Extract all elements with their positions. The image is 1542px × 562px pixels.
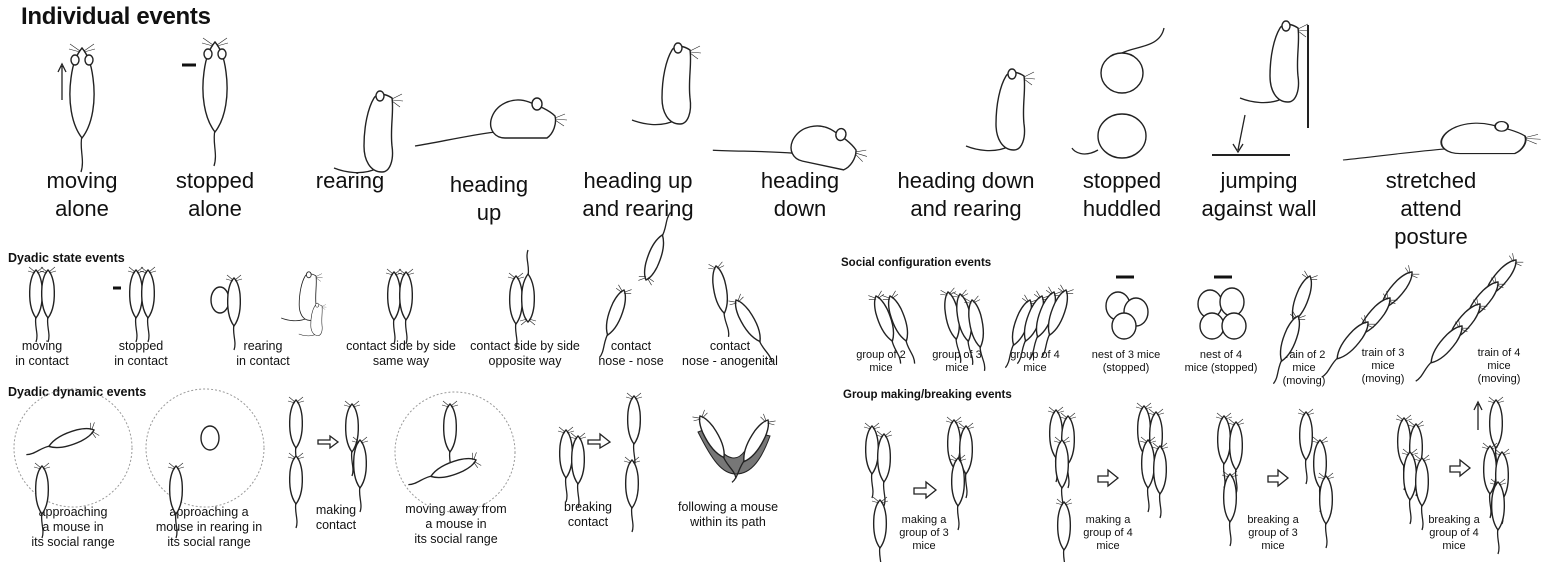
label-heading-down: heading down <box>760 168 840 221</box>
label-train-of-3: train of 3 mice (moving) <box>1361 347 1405 385</box>
label-breaking-group-of-3: breaking a group of 3 mice <box>1247 514 1299 552</box>
label-stopped-huddled: stopped huddled <box>1082 168 1162 221</box>
label-moving-alone: moving alone <box>46 168 118 221</box>
label-following-mouse: following a mouse within its path <box>677 500 779 529</box>
label-rearing-in-contact: rearing in contact <box>236 339 290 368</box>
label-stopped-alone: stopped alone <box>175 168 255 221</box>
social-configuration-events-title: Social configuration events <box>841 257 992 269</box>
label-approaching-mouse: approaching a mouse in its social range <box>31 505 115 549</box>
dyadic-dynamic-events-title: Dyadic dynamic events <box>8 385 147 399</box>
group-making-breaking-events-title: Group making/breaking events <box>843 389 1012 401</box>
label-heading-down-and-rearing: heading down and rearing <box>897 168 1035 221</box>
label-train-of-2: train of 2 mice (moving) <box>1282 349 1326 387</box>
label-group-of-4: group of 4 mice <box>1010 349 1060 374</box>
label-moving-away: moving away from a mouse in its social r… <box>405 502 507 546</box>
label-making-contact: making contact <box>315 503 357 532</box>
label-stretched-attend-posture: stretched attend posture <box>1385 168 1477 249</box>
label-breaking-contact: breaking contact <box>564 500 612 529</box>
label-making-group-of-4: making a group of 4 mice <box>1083 514 1133 552</box>
label-heading-up: heading up <box>449 172 529 225</box>
label-contact-side-by-side-opposite-way: contact side by side opposite way <box>470 339 580 368</box>
label-jumping-against-wall: jumping against wall <box>1201 168 1317 221</box>
label-nest-of-3: nest of 3 mice (stopped) <box>1091 349 1161 374</box>
label-group-of-3: group of 3 mice <box>932 349 982 374</box>
label-train-of-4: train of 4 mice (moving) <box>1477 347 1521 385</box>
label-nest-of-4: nest of 4 mice (stopped) <box>1184 349 1258 374</box>
label-breaking-group-of-4: breaking a group of 4 mice <box>1428 514 1480 552</box>
label-making-group-of-3: making a group of 3 mice <box>899 514 949 552</box>
label-stopped-in-contact: stopped in contact <box>114 339 168 368</box>
dyadic-state-events-title: Dyadic state events <box>8 251 125 265</box>
label-moving-in-contact: moving in contact <box>15 339 69 368</box>
label-approaching-mouse-in-rearing: approaching a mouse in rearing in its so… <box>155 505 263 549</box>
label-heading-up-and-rearing: heading up and rearing <box>582 168 694 221</box>
individual-events-title: Individual events <box>21 3 211 30</box>
label-group-of-2: group of 2 mice <box>856 349 906 374</box>
label-contact-nose-nose: contact nose - nose <box>598 339 664 368</box>
label-contact-nose-anogenital: contact nose - anogenital <box>682 339 778 368</box>
